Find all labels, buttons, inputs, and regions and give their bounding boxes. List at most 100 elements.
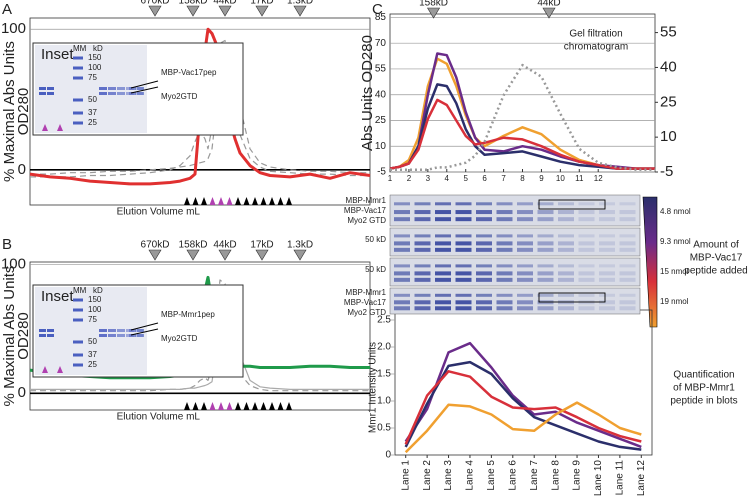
gel-band: [126, 334, 134, 337]
inset-label: Myo2GTD: [161, 334, 198, 343]
blot-band: [517, 241, 533, 246]
x-tick-label: 8: [520, 174, 525, 183]
blot-band: [414, 306, 431, 311]
arrow: [130, 86, 159, 94]
standard-marker: [427, 7, 441, 19]
blot-band: [394, 241, 410, 246]
x-tick-label: 12: [594, 174, 603, 183]
standard-marker: [255, 5, 269, 17]
gel-band: [108, 329, 116, 332]
inset-label: MBP-Vac17pep: [161, 68, 217, 77]
y-tick-label: 70: [375, 38, 387, 49]
y-tick-label: 25: [375, 115, 387, 126]
blot-band: [435, 247, 451, 252]
fraction-marker: [57, 124, 63, 131]
y-tick-label: 0: [385, 450, 391, 461]
standard-label: 158kD: [179, 240, 208, 251]
blot-band: [578, 277, 595, 282]
blot-band: [578, 264, 595, 268]
blot-band: [435, 264, 451, 268]
y-tick-label: 1.0: [377, 396, 391, 407]
blot-band: [517, 264, 533, 268]
blot-band: [476, 271, 492, 276]
blot-band: [599, 210, 615, 215]
y-tick-label: 2.5: [377, 315, 391, 326]
inset-label: MBP-Mmr1pep: [161, 310, 215, 319]
blot-band: [455, 241, 472, 246]
gel-band: [47, 92, 54, 95]
gel-band: [108, 334, 116, 337]
series-line: [389, 98, 655, 170]
plot-frame: [29, 261, 371, 411]
gel-band: [99, 92, 107, 95]
gel-band: [137, 87, 144, 90]
blot-band: [537, 234, 554, 238]
blot-band: [619, 277, 636, 282]
arrow: [130, 328, 159, 336]
blot-band: [599, 247, 615, 252]
standard-label: 44kD: [213, 240, 236, 251]
blot-band: [455, 271, 472, 276]
standard-marker: [186, 249, 200, 261]
y2-tick-label: 55: [660, 24, 677, 41]
fraction-marker: [235, 402, 241, 410]
arrow: [130, 80, 159, 89]
gel-band: [108, 87, 116, 90]
blot-band: [394, 247, 410, 252]
standard-marker: [293, 249, 307, 261]
blot-label: MBP-Mmr1: [346, 288, 387, 297]
blot-band: [414, 277, 431, 282]
panel-letter: A: [2, 1, 12, 18]
gel-band: [126, 329, 134, 332]
fraction-marker: [209, 197, 216, 205]
standard-label: 17kD: [250, 0, 273, 7]
ladder-band: [73, 318, 83, 322]
y-tick-label: 10: [375, 141, 387, 152]
blot-band: [537, 202, 554, 206]
x-tick-label: Lane 9: [572, 460, 583, 491]
y-tick-label: 0: [18, 161, 26, 178]
series-line: [404, 341, 642, 449]
x-tick-label: 7: [501, 174, 506, 183]
fraction-marker: [201, 402, 207, 410]
legend-title: peptide added: [684, 266, 747, 277]
blot-band: [558, 234, 574, 238]
inset-label: Myo2GTD: [161, 92, 198, 101]
y-axis-unit: OD280: [15, 88, 32, 136]
blot-band: [394, 234, 410, 238]
blot-band: [537, 217, 554, 222]
blot-band: [558, 241, 574, 246]
blot-band: [394, 264, 410, 268]
x-tick-label: 3: [426, 174, 431, 183]
blot-band: [394, 210, 410, 215]
gel-band: [39, 87, 46, 90]
y2-tick-label: -5: [660, 163, 673, 180]
legend-label: 19 nmol: [660, 297, 689, 306]
blot-band: [455, 277, 472, 282]
blot-band: [599, 306, 615, 311]
y-tick-label: 100: [1, 256, 26, 273]
blot-band: [558, 247, 574, 252]
gel-band: [117, 92, 125, 95]
blot-band: [517, 247, 533, 252]
standard-label: 158kD: [179, 0, 208, 7]
inset-kd: kD: [93, 44, 103, 53]
series-line: [30, 45, 370, 175]
blot-band: [578, 293, 595, 297]
blot-band: [414, 247, 431, 252]
series-line: [390, 63, 655, 171]
blot-band: [394, 271, 410, 276]
fraction-marker: [184, 197, 190, 205]
x-tick-label: 10: [556, 174, 565, 183]
x-tick-label: Lane 2: [422, 460, 433, 491]
standard-marker: [542, 7, 556, 19]
series-line: [29, 27, 371, 186]
fraction-marker: [218, 197, 224, 205]
x-tick-label: 4: [445, 174, 450, 183]
color-bar: [642, 196, 658, 328]
blot-band: [496, 264, 513, 268]
gel-band: [99, 334, 107, 337]
legend-title: Amount of: [693, 240, 739, 251]
blot-band: [476, 264, 492, 268]
inset-title: Inset: [41, 288, 74, 305]
